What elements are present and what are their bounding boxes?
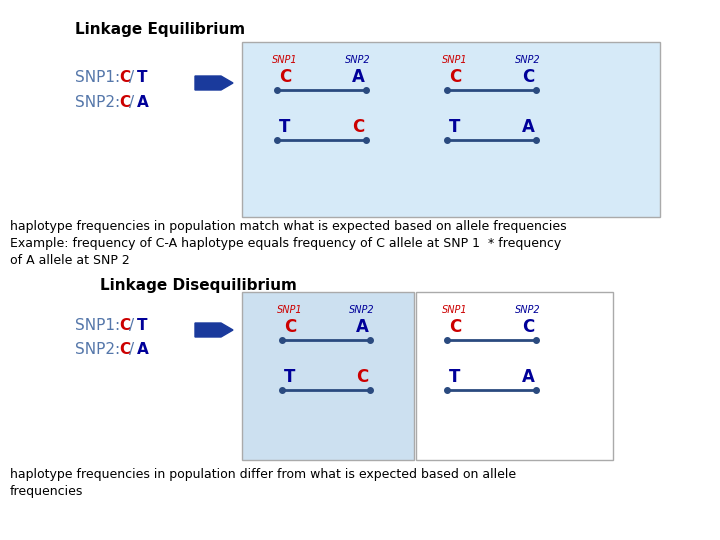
Text: A: A <box>137 95 149 110</box>
Text: SNP2:: SNP2: <box>75 95 120 110</box>
Text: SNP2: SNP2 <box>345 55 371 65</box>
Text: SNP1: SNP1 <box>277 305 303 315</box>
Text: T: T <box>137 318 148 333</box>
Text: C: C <box>356 368 368 386</box>
Text: frequencies: frequencies <box>10 485 84 498</box>
Text: /: / <box>129 70 134 85</box>
Text: of A allele at SNP 2: of A allele at SNP 2 <box>10 254 130 267</box>
Text: A: A <box>356 318 369 336</box>
Text: A: A <box>521 118 534 136</box>
Text: Example: frequency of C-A haplotype equals frequency of C allele at SNP 1  * fre: Example: frequency of C-A haplotype equa… <box>10 237 562 250</box>
FancyArrow shape <box>195 323 233 337</box>
FancyArrow shape <box>195 76 233 90</box>
Text: C: C <box>522 318 534 336</box>
Text: SNP1: SNP1 <box>442 305 468 315</box>
Text: SNP1:: SNP1: <box>75 70 120 85</box>
Text: SNP2:: SNP2: <box>75 342 120 357</box>
Text: T: T <box>449 118 461 136</box>
Text: C: C <box>119 95 130 110</box>
FancyBboxPatch shape <box>242 42 660 217</box>
Text: SNP1: SNP1 <box>272 55 298 65</box>
FancyBboxPatch shape <box>416 292 613 460</box>
Text: /: / <box>129 342 134 357</box>
Text: Linkage Equilibrium: Linkage Equilibrium <box>75 22 245 37</box>
Text: C: C <box>119 318 130 333</box>
Text: C: C <box>522 68 534 86</box>
Text: T: T <box>279 118 291 136</box>
Text: C: C <box>284 318 296 336</box>
Text: A: A <box>521 368 534 386</box>
Text: C: C <box>449 68 461 86</box>
Text: haplotype frequencies in population differ from what is expected based on allele: haplotype frequencies in population diff… <box>10 468 516 481</box>
Text: /: / <box>129 318 134 333</box>
Text: T: T <box>449 368 461 386</box>
Text: C: C <box>449 318 461 336</box>
Text: SNP1:: SNP1: <box>75 318 120 333</box>
Text: Linkage Disequilibrium: Linkage Disequilibrium <box>100 278 297 293</box>
Text: SNP1: SNP1 <box>442 55 468 65</box>
Text: C: C <box>119 342 130 357</box>
Text: A: A <box>351 68 364 86</box>
Text: /: / <box>129 95 134 110</box>
Text: C: C <box>352 118 364 136</box>
Text: SNP2: SNP2 <box>516 305 541 315</box>
Text: SNP2: SNP2 <box>349 305 375 315</box>
Text: T: T <box>137 70 148 85</box>
FancyBboxPatch shape <box>242 292 414 460</box>
Text: A: A <box>137 342 149 357</box>
Text: C: C <box>119 70 130 85</box>
Text: C: C <box>279 68 291 86</box>
Text: SNP2: SNP2 <box>516 55 541 65</box>
Text: haplotype frequencies in population match what is expected based on allele frequ: haplotype frequencies in population matc… <box>10 220 567 233</box>
Text: T: T <box>284 368 296 386</box>
